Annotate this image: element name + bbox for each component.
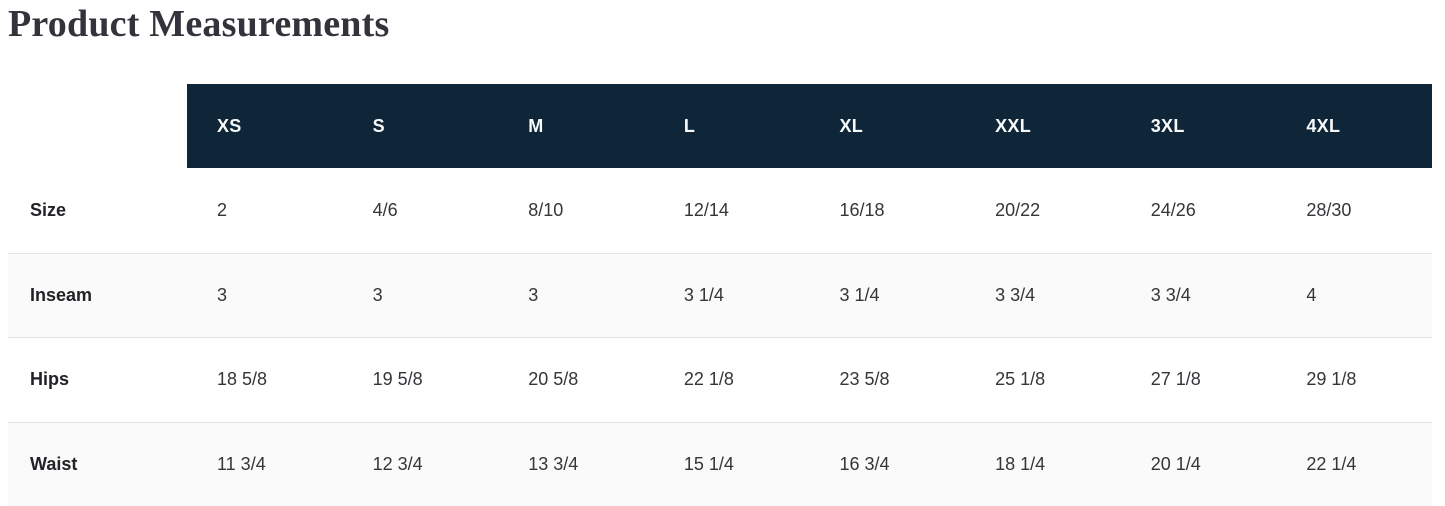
measurement-value: 12/14 bbox=[683, 199, 729, 220]
column-header-xxl: XXL bbox=[965, 84, 1121, 168]
measurement-value: 22 1/4 bbox=[1306, 453, 1357, 474]
measurement-value: 25 1/8 bbox=[995, 369, 1046, 390]
measurement-value: 20 1/4 bbox=[1150, 453, 1201, 474]
column-header-l: L bbox=[653, 84, 810, 168]
measurement-value: 12 3/4 bbox=[372, 453, 423, 474]
column-header-m: M bbox=[498, 84, 654, 168]
measurement-value: 3 1/4 bbox=[683, 284, 724, 305]
measurement-value: 13 3/4 bbox=[528, 453, 579, 474]
table-row-waist: Waist 11 3/4 12 3/4 13 3/4 15 1/4 16 3/4… bbox=[8, 421, 1432, 506]
measurement-value: 3 1/4 bbox=[839, 284, 880, 305]
column-header-xl: XL bbox=[809, 84, 966, 168]
measurement-value: 4/6 bbox=[372, 199, 398, 220]
page-title: Product Measurements bbox=[8, 3, 390, 45]
measurement-value: 15 1/4 bbox=[683, 453, 734, 474]
measurement-value: 19 5/8 bbox=[372, 369, 423, 390]
measurement-value: 16/18 bbox=[839, 199, 885, 220]
header-spacer-cell bbox=[8, 84, 187, 168]
row-label: Hips bbox=[30, 369, 70, 390]
measurement-value: 16 3/4 bbox=[839, 453, 890, 474]
column-header-4xl: 4XL bbox=[1276, 84, 1432, 168]
row-label: Inseam bbox=[30, 284, 93, 305]
measurement-value: 11 3/4 bbox=[217, 453, 266, 474]
measurement-value: 3 3/4 bbox=[995, 284, 1036, 305]
measurement-value: 28/30 bbox=[1306, 199, 1352, 220]
table-row-hips: Hips 18 5/8 19 5/8 20 5/8 22 1/8 23 5/8 … bbox=[8, 337, 1432, 422]
measurement-value: 3 bbox=[528, 284, 539, 305]
measurement-value: 2 bbox=[217, 199, 228, 220]
measurement-value: 18 1/4 bbox=[995, 453, 1046, 474]
measurement-value: 27 1/8 bbox=[1150, 369, 1201, 390]
measurement-value: 23 5/8 bbox=[839, 369, 890, 390]
table-header-row: XS S M L XL XXL 3XL 4XL bbox=[8, 84, 1432, 168]
row-label: Size bbox=[30, 199, 67, 220]
table-row-size: Size 2 4/6 8/10 12/14 16/18 20/22 24/26 … bbox=[8, 168, 1432, 253]
measurement-value: 3 bbox=[217, 284, 228, 305]
measurement-value: 8/10 bbox=[528, 199, 564, 220]
measurement-value: 18 5/8 bbox=[217, 369, 268, 390]
measurement-value: 20 5/8 bbox=[528, 369, 579, 390]
measurement-value: 29 1/8 bbox=[1306, 369, 1357, 390]
measurement-value: 24/26 bbox=[1150, 199, 1196, 220]
column-header-3xl: 3XL bbox=[1120, 84, 1277, 168]
column-header-s: S bbox=[342, 84, 499, 168]
measurement-value: 3 bbox=[372, 284, 383, 305]
measurements-table: XS S M L XL XXL 3XL 4XL Size 2 4/6 8/10 … bbox=[8, 84, 1432, 506]
column-header-xs: XS bbox=[187, 84, 343, 168]
measurement-value: 3 3/4 bbox=[1150, 284, 1191, 305]
measurement-value: 22 1/8 bbox=[683, 369, 734, 390]
table-row-inseam: Inseam 3 3 3 3 1/4 3 1/4 3 3/4 3 3/4 4 bbox=[8, 252, 1432, 337]
measurement-value: 4 bbox=[1306, 284, 1317, 305]
row-label: Waist bbox=[30, 453, 78, 474]
measurement-value: 20/22 bbox=[995, 199, 1041, 220]
